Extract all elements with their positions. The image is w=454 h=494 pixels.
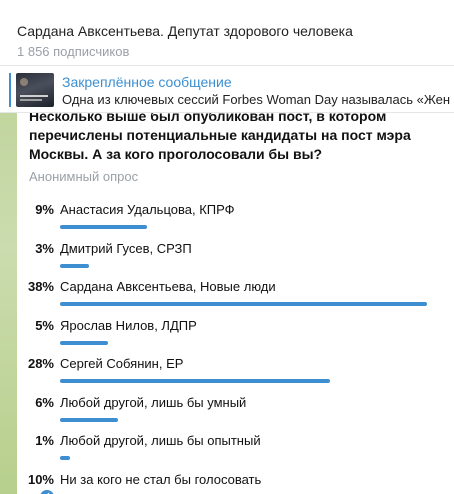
poll-option: 28% Сергей Собянин, ЕР bbox=[17, 355, 454, 391]
poll-option-label: Ни за кого не стал бы голосовать bbox=[60, 472, 262, 487]
poll-option-label: Анастасия Удальцова, КПРФ bbox=[60, 202, 235, 217]
pinned-thumbnail bbox=[16, 73, 54, 107]
poll-option-bar bbox=[60, 225, 147, 229]
pinned-title: Закреплённое сообщение bbox=[62, 74, 232, 90]
poll-option-percent: 6% bbox=[35, 395, 54, 410]
pinned-accent-bar bbox=[9, 73, 11, 107]
poll-option: 6% Любой другой, лишь бы умный bbox=[17, 394, 454, 430]
poll-option: 3% Дмитрий Гусев, СРЗП bbox=[17, 240, 454, 276]
poll-option-percent: 5% bbox=[35, 318, 54, 333]
poll-option: 5% Ярослав Нилов, ЛДПР bbox=[17, 317, 454, 353]
poll-option-label: Ярослав Нилов, ЛДПР bbox=[60, 318, 197, 333]
channel-title[interactable]: Сардана Авксентьева. Депутат здорового ч… bbox=[17, 23, 353, 39]
pinned-text: Одна из ключевых сессий Forbes Woman Day… bbox=[62, 92, 451, 107]
chosen-check-icon: ✓ bbox=[40, 490, 54, 494]
poll-option-bar bbox=[60, 264, 89, 268]
poll-option-bar bbox=[60, 456, 70, 460]
poll-message: Несколько выше был опубликован пост, в к… bbox=[17, 113, 454, 494]
poll-option-bar bbox=[60, 341, 108, 345]
poll-option-percent: 38% bbox=[27, 279, 54, 294]
poll-option-percent: 3% bbox=[35, 241, 54, 256]
poll-option-label: Сардана Авксентьева, Новые люди bbox=[60, 279, 276, 294]
poll-option-label: Дмитрий Гусев, СРЗП bbox=[60, 241, 192, 256]
pinned-message-bar[interactable]: Закреплённое сообщение Одна из ключевых … bbox=[0, 66, 454, 113]
poll-option: 1% Любой другой, лишь бы опытный bbox=[17, 432, 454, 468]
poll-option-bar bbox=[60, 418, 118, 422]
channel-header[interactable]: Сардана Авксентьева. Депутат здорового ч… bbox=[0, 0, 454, 66]
poll-type: Анонимный опрос bbox=[29, 169, 139, 184]
poll-option-label: Сергей Собянин, ЕР bbox=[60, 356, 184, 371]
poll-option-label: Любой другой, лишь бы опытный bbox=[60, 433, 261, 448]
poll-option: 10% Ни за кого не стал бы голосовать ✓ bbox=[17, 471, 454, 494]
poll-option-percent: 10% bbox=[27, 472, 54, 487]
poll-option-bar bbox=[60, 302, 427, 306]
poll-option: 9% Анастасия Удальцова, КПРФ bbox=[17, 201, 454, 237]
poll-option-label: Любой другой, лишь бы умный bbox=[60, 395, 247, 410]
poll-option-percent: 28% bbox=[27, 356, 54, 371]
poll-option-bar bbox=[60, 379, 330, 383]
subscriber-count: 1 856 подписчиков bbox=[17, 44, 130, 59]
poll-question: Несколько выше был опубликован пост, в к… bbox=[29, 113, 411, 162]
poll-option-percent: 1% bbox=[35, 433, 54, 448]
poll-option-percent: 9% bbox=[35, 202, 54, 217]
poll-option: 38% Сардана Авксентьева, Новые люди bbox=[17, 278, 454, 314]
